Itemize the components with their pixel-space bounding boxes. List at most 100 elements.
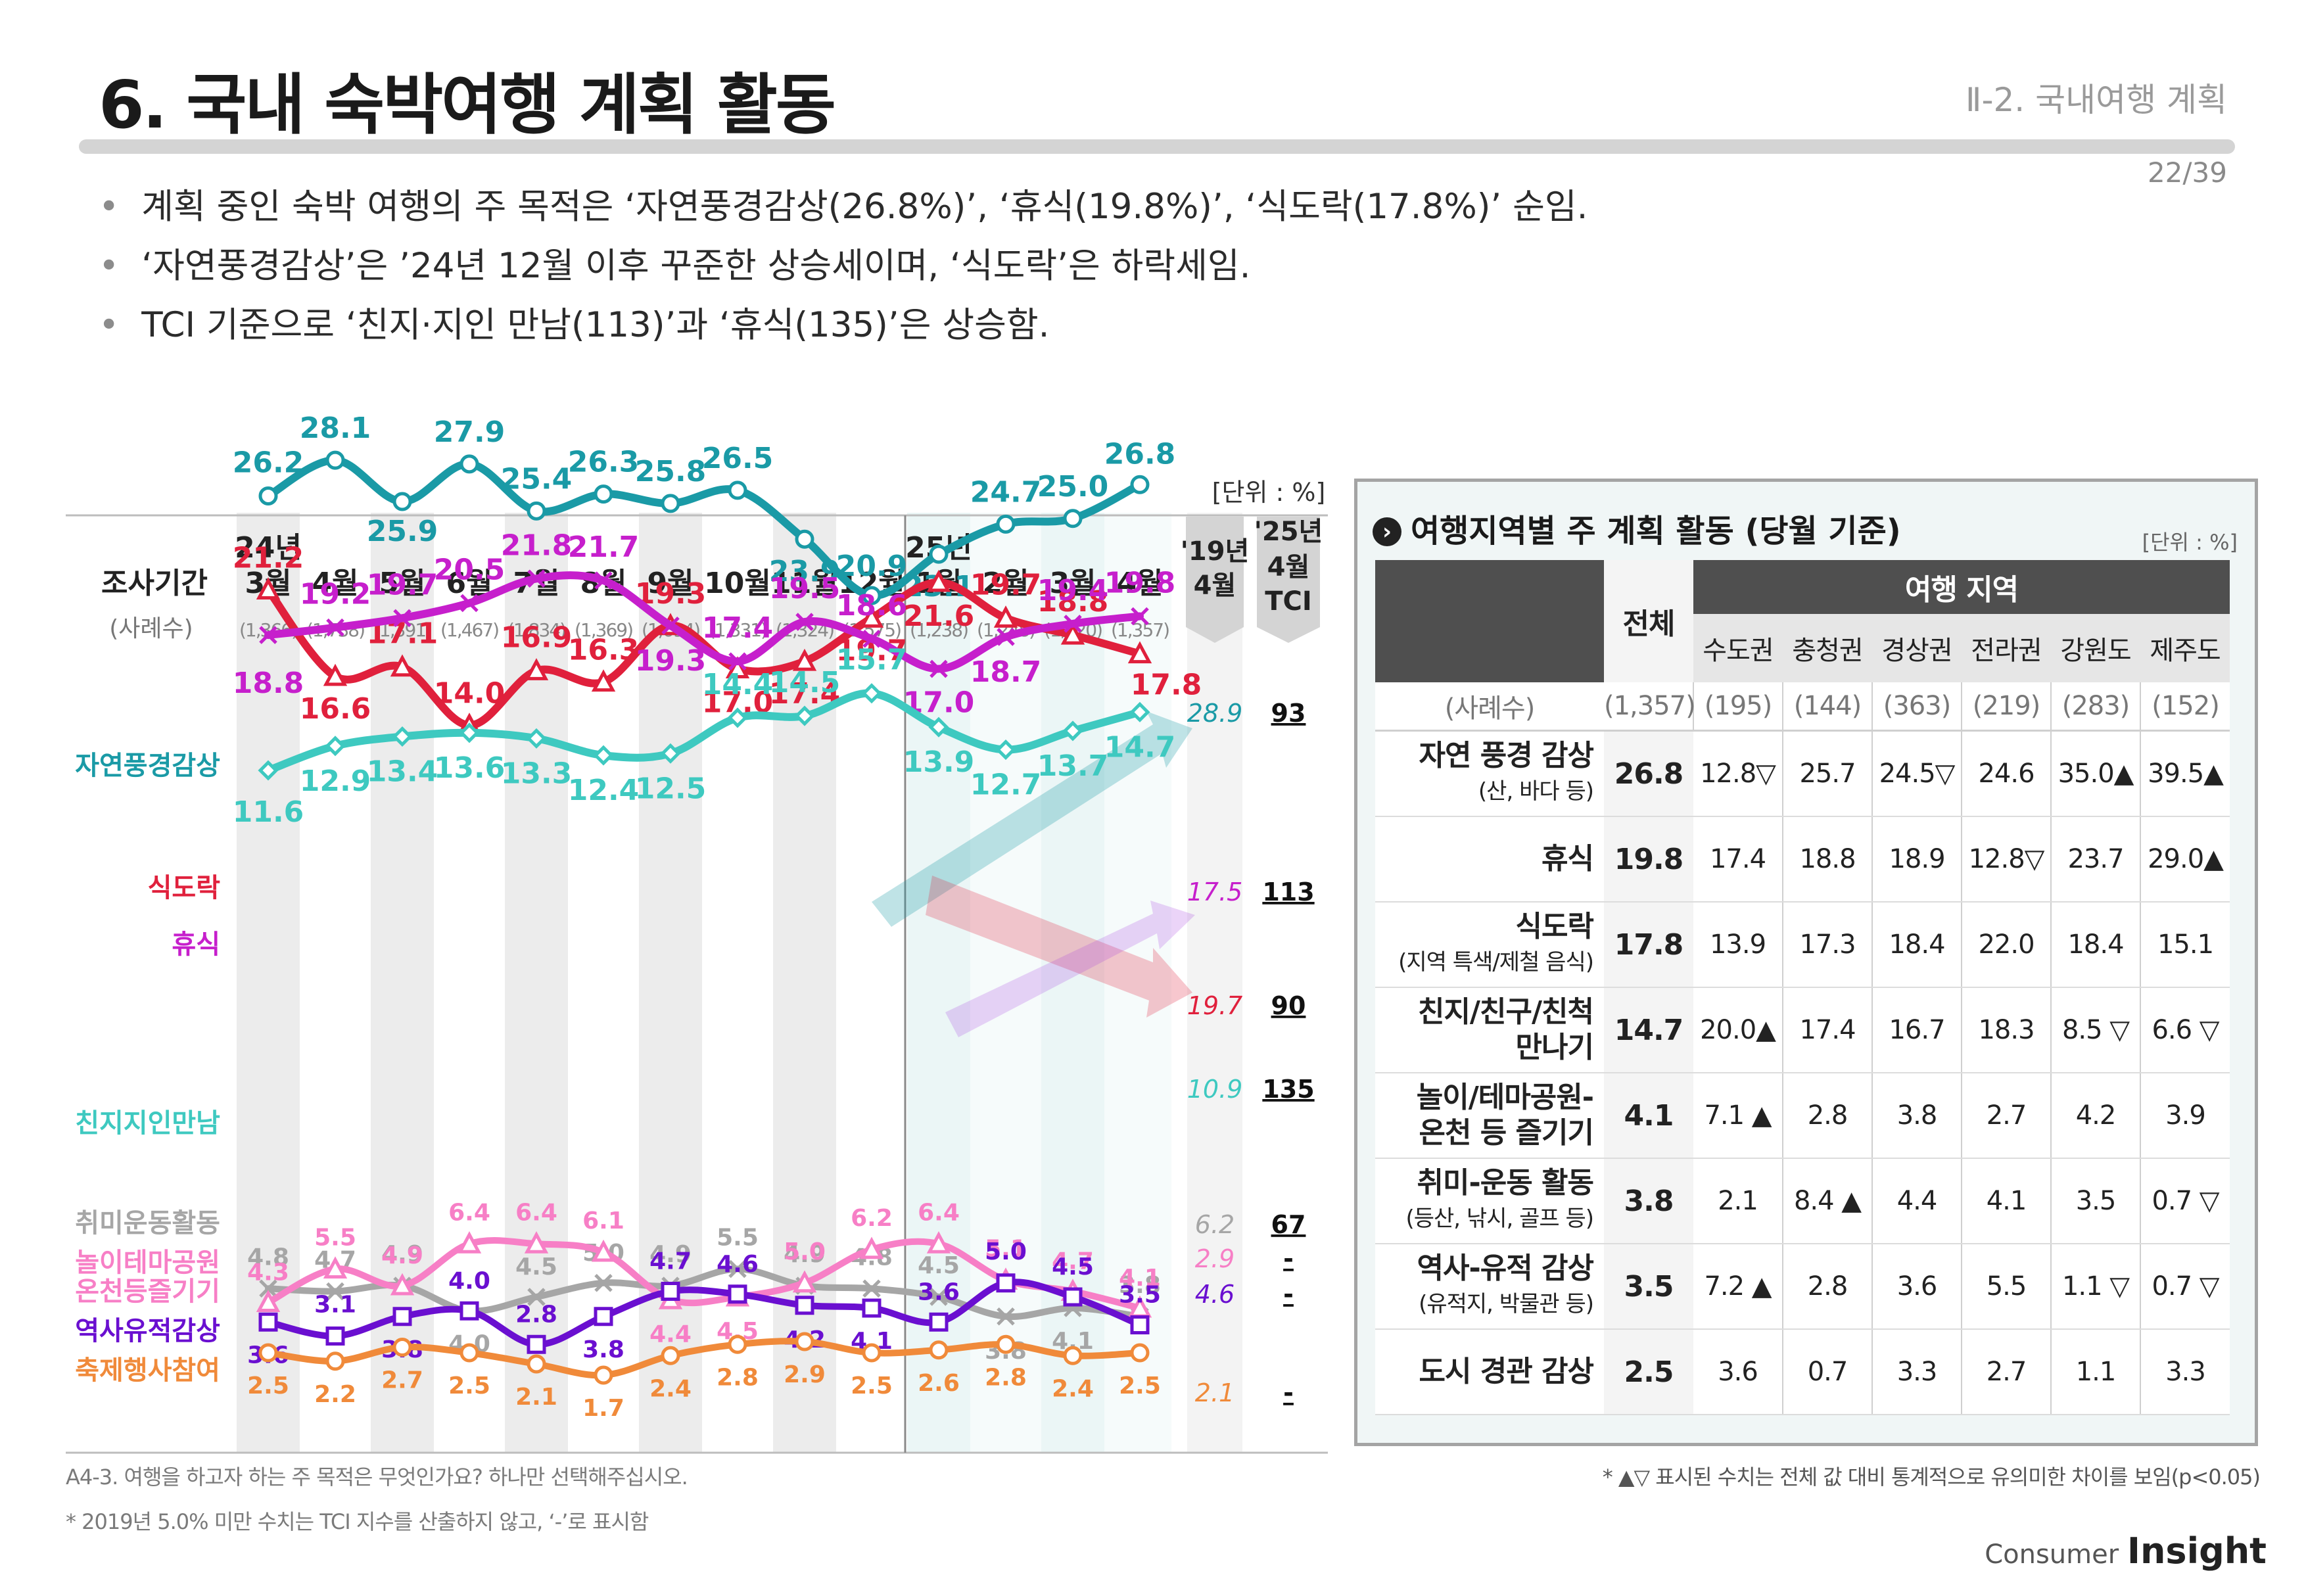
total-cell: 17.8 <box>1604 902 1693 988</box>
point-marker <box>1130 1315 1150 1334</box>
sample-size: (1,331) <box>709 619 766 641</box>
value-cell: 2.1 <box>1693 1158 1783 1244</box>
ref-2019-value: 2.1 <box>1195 1378 1235 1407</box>
point-marker <box>997 1307 1015 1326</box>
data-label: 3.8 <box>1119 1272 1161 1299</box>
count-cell: (219) <box>1961 682 2051 732</box>
region-unit: [단위 : %] <box>2142 530 2238 555</box>
point-marker <box>996 514 1016 534</box>
point-marker <box>792 648 817 671</box>
point-marker <box>660 743 681 764</box>
ref-header-line1: '19년 <box>1181 536 1250 567</box>
bullet-dot: • <box>99 305 120 345</box>
total-cell: 19.8 <box>1604 816 1693 903</box>
tci-header-badge <box>1257 517 1320 643</box>
table-row: 자연 풍경 감상 (산, 바다 등) 26.8 12.8▽ 25.7 24.5▽ 24.6 3… <box>1375 730 2230 817</box>
data-label: 19.2 <box>300 578 371 611</box>
value-cell: 17.4 <box>1693 816 1783 903</box>
month-label: 2월 <box>982 567 1029 600</box>
point-marker <box>996 1273 1016 1293</box>
series-name: 휴식 <box>172 929 220 960</box>
table-corner <box>1375 560 1604 682</box>
chevron-right-icon: › <box>1373 517 1401 546</box>
count-cell: (1,357) <box>1604 682 1696 732</box>
table-row: 역사-유적 감상 (유적지, 박물관 등) 3.5 7.2 ▲ 2.8 3.6 5.5 1.1… <box>1375 1244 2230 1330</box>
header-region-5: 제주도 <box>2140 614 2230 682</box>
header-total: 전체 <box>1604 560 1693 682</box>
table-row: 취미-운동 활동 (등산, 낚시, 골프 등) 3.8 2.1 8.4 ▲ 4.4 4.1 3… <box>1375 1158 2230 1244</box>
value-cell: 17.3 <box>1782 902 1872 988</box>
series-name: 식도락 <box>148 873 221 903</box>
data-label: 20.9 <box>836 550 908 583</box>
value-cell: 8.4 ▲ <box>1782 1158 1872 1244</box>
row-label: 놀이/테마공원- 온천 등 즐기기 <box>1375 1073 1604 1159</box>
value-cell: 1.1 ▽ <box>2050 1244 2140 1330</box>
value-cell: 18.4 <box>2050 902 2140 988</box>
data-label: 26.2 <box>233 446 304 479</box>
month-label: 10월 <box>704 567 771 600</box>
data-label: 4.6 <box>717 1251 759 1278</box>
data-label: 16.9 <box>501 621 573 654</box>
point-marker <box>795 529 814 549</box>
data-label: 17.8 <box>1131 669 1202 702</box>
data-label: 12.7 <box>970 768 1042 802</box>
ref-2019-value: 19.7 <box>1187 991 1243 1020</box>
point-marker <box>459 454 479 474</box>
point-marker <box>928 716 949 738</box>
row-label: 자연 풍경 감상 (산, 바다 등) <box>1375 730 1604 817</box>
data-label: 2.4 <box>649 1375 692 1402</box>
data-label: 19.5 <box>769 572 841 605</box>
point-marker <box>1127 641 1152 664</box>
row-label-sub: (유적지, 박물관 등) <box>1419 1291 1594 1317</box>
point-marker <box>1130 1343 1150 1363</box>
point-marker <box>929 1340 949 1360</box>
trend-chart: [단위 : %]조사기간(사례수)24년3월(1,366)4월(1,738)5월… <box>66 411 1328 1454</box>
value-cell: 29.0▲ <box>2139 816 2230 903</box>
value-cell: 2.7 <box>1961 1073 2051 1159</box>
total-cell: 3.8 <box>1604 1158 1693 1244</box>
value-cell: 13.9 <box>1693 902 1783 988</box>
point-marker <box>1062 720 1083 741</box>
row-label-main: 휴식 <box>1541 842 1594 876</box>
count-cell: (363) <box>1871 682 1962 732</box>
point-marker <box>256 1290 281 1312</box>
point-marker <box>594 1365 613 1385</box>
point-marker <box>325 1326 345 1346</box>
data-label: 2.8 <box>985 1364 1027 1391</box>
value-cell: 0.7 <box>1782 1329 1872 1415</box>
question-footnote: A4-3. 여행을 하고자 하는 주 목적은 무엇인가요? 하나만 선택해주십시… <box>66 1465 688 1490</box>
data-label: 3.6 <box>918 1279 960 1305</box>
point-marker <box>661 1346 680 1365</box>
point-marker <box>527 1334 546 1354</box>
point-marker <box>1131 607 1149 626</box>
region-panel-title-text: 여행지역별 주 계획 활동 (당월 기준) <box>1411 513 1901 550</box>
region-table-body: (사례수) (1,357) (195) (144) (363) (219) (283) (15… <box>1375 682 2230 1415</box>
point-marker <box>527 569 546 588</box>
value-cell: 4.4 <box>1871 1158 1962 1244</box>
table-row: 휴식 19.8 17.4 18.8 18.9 12.8▽ 23.7 29.0▲ <box>1375 816 2230 903</box>
value-cell: 3.5 <box>2050 1158 2140 1244</box>
point-marker <box>594 1273 613 1292</box>
point-marker <box>1063 1287 1083 1307</box>
data-label: 14.4 <box>702 668 774 701</box>
data-label: 19.8 <box>1104 566 1176 599</box>
point-marker <box>392 1307 412 1326</box>
point-marker <box>794 705 815 726</box>
row-label-main: 자연 풍경 감상 <box>1419 739 1594 772</box>
data-label: 2.6 <box>918 1370 960 1397</box>
value-cell: 3.6 <box>1871 1244 1962 1330</box>
point-marker <box>256 577 281 599</box>
bullet-text: TCI 기준으로 ‘친지·지인 만남(113)’과 ‘휴식(135)’은 상승함… <box>141 305 1050 345</box>
table-row: 도시 경관 감상 2.5 3.6 0.7 3.3 2.7 1.1 3.3 <box>1375 1329 2230 1415</box>
sample-size: (1,238) <box>910 619 968 641</box>
series-line-2 <box>264 571 1144 673</box>
point-marker <box>594 1307 613 1326</box>
value-cell: 17.4 <box>1782 987 1872 1073</box>
data-label: 4.0 <box>448 1267 490 1294</box>
header-region-3: 전라권 <box>1962 614 2051 682</box>
point-marker <box>929 1312 949 1332</box>
point-marker <box>795 1296 814 1315</box>
ref-2019-value: 4.6 <box>1195 1280 1235 1309</box>
tci-value: 135 <box>1262 1075 1314 1104</box>
data-label: 2.9 <box>784 1361 826 1388</box>
